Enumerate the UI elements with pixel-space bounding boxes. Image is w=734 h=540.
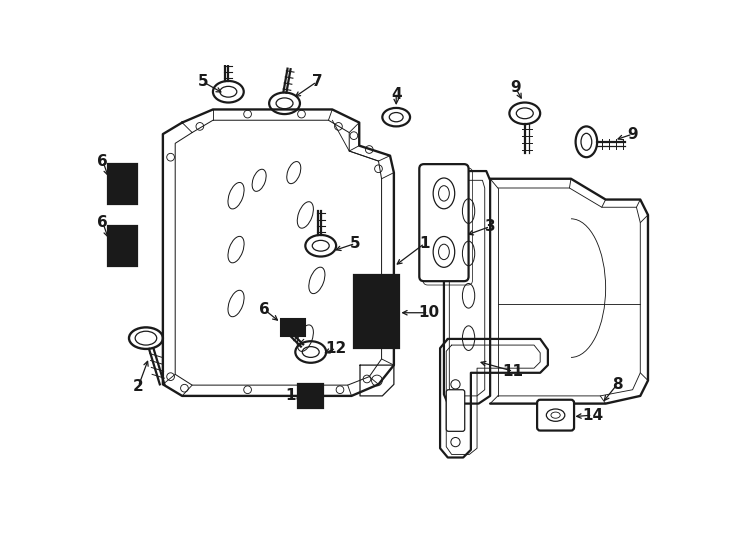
Text: 13: 13 bbox=[286, 388, 307, 403]
Text: 10: 10 bbox=[418, 305, 439, 320]
Bar bbox=[354, 275, 399, 348]
Text: 4: 4 bbox=[391, 86, 401, 102]
Bar bbox=[357, 280, 395, 343]
Bar bbox=[299, 383, 323, 408]
Text: 7: 7 bbox=[311, 74, 322, 89]
FancyBboxPatch shape bbox=[446, 390, 465, 431]
Bar bbox=[112, 231, 134, 260]
Bar bbox=[108, 226, 137, 266]
Text: 3: 3 bbox=[485, 219, 495, 234]
Text: 14: 14 bbox=[582, 408, 603, 423]
Text: 6: 6 bbox=[98, 153, 108, 168]
Text: 2: 2 bbox=[133, 379, 144, 394]
Text: 9: 9 bbox=[510, 80, 521, 96]
FancyBboxPatch shape bbox=[537, 400, 574, 430]
Bar bbox=[280, 319, 305, 336]
Text: 9: 9 bbox=[628, 126, 638, 141]
Bar bbox=[283, 321, 303, 334]
Text: 6: 6 bbox=[98, 215, 108, 230]
Text: 6: 6 bbox=[259, 302, 270, 317]
Text: 11: 11 bbox=[503, 364, 524, 379]
Text: 1: 1 bbox=[419, 236, 430, 251]
Bar bbox=[303, 388, 319, 403]
Text: 5: 5 bbox=[350, 236, 360, 251]
FancyBboxPatch shape bbox=[419, 164, 468, 281]
Text: 5: 5 bbox=[197, 74, 208, 89]
Bar bbox=[108, 164, 137, 204]
Text: 12: 12 bbox=[325, 341, 346, 356]
Bar bbox=[112, 170, 134, 199]
Text: 8: 8 bbox=[612, 377, 622, 392]
